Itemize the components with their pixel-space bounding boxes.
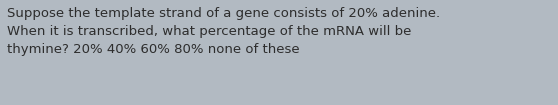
Text: Suppose the template strand of a gene consists of 20% adenine.
When it is transc: Suppose the template strand of a gene co… xyxy=(7,7,440,56)
